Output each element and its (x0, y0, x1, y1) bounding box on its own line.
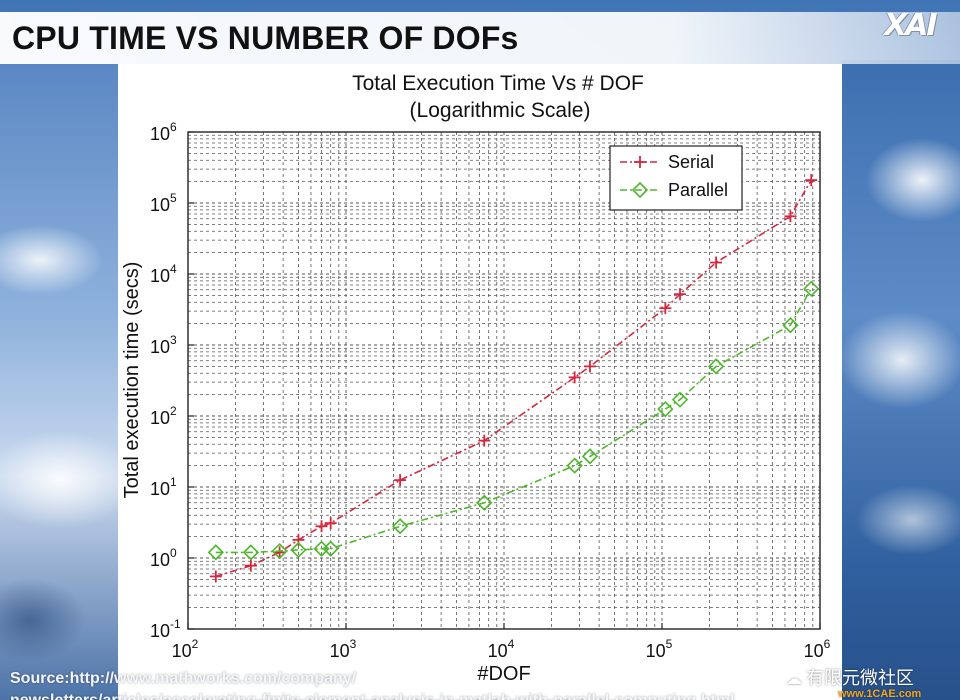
data-point-parallel (671, 391, 689, 408)
x-tick-label: 102 (172, 637, 199, 661)
data-point-parallel (290, 541, 307, 559)
x-tick-exponent: 2 (192, 637, 199, 651)
data-point-parallel (782, 317, 799, 334)
legend-swatch-parallel (620, 181, 660, 199)
y-tick-exponent: 0 (170, 546, 177, 560)
y-tick-label: 100 (150, 546, 177, 570)
data-point-serial (244, 559, 257, 572)
x-tick-exponent: 4 (508, 637, 515, 651)
chart: Total Execution Time Vs # DOF (Logarithm… (121, 72, 831, 685)
slide-title: CPU TIME VS NUMBER OF DOFs (12, 20, 519, 56)
x-tick-exponent: 3 (350, 637, 357, 651)
data-point-serial (209, 570, 222, 583)
data-point-parallel (271, 542, 288, 560)
data-point-serial (805, 174, 818, 187)
data-point-parallel (391, 518, 409, 535)
data-point-serial (394, 474, 407, 487)
legend-box (609, 145, 743, 211)
grid-lines (188, 132, 820, 629)
y-tick-exponent: -1 (170, 617, 181, 631)
source-line-2[interactable]: newsletters/articles/accelerating-finite… (10, 690, 810, 700)
series-layer (207, 174, 820, 583)
x-tick-exponent: 5 (666, 637, 673, 651)
data-point-parallel (322, 540, 339, 557)
chart-panel: Total Execution Time Vs # DOF (Logarithm… (118, 64, 842, 700)
y-tick-label: 104 (150, 262, 177, 286)
legend-marker (634, 156, 646, 168)
legend-label-serial: Serial (668, 152, 714, 172)
y-tick-label: 101 (150, 475, 177, 499)
y-tick-exponent: 3 (170, 333, 177, 347)
chart-title: Total Execution Time Vs # DOF (352, 72, 644, 95)
x-tick-label: 105 (646, 637, 673, 661)
data-point-serial (710, 256, 723, 269)
source-line-1[interactable]: Source:http://www.mathworks.com/company/ (10, 670, 357, 687)
y-axis-label: Total execution time (secs) (121, 262, 143, 499)
series-serial (209, 174, 818, 583)
wechat-icon: ☁ (786, 669, 802, 688)
data-point-parallel (803, 280, 820, 297)
title-bar (0, 12, 960, 64)
y-tick-label: 103 (150, 333, 177, 357)
data-point-parallel (657, 400, 674, 418)
x-tick-label: 103 (330, 637, 357, 661)
y-tick-label: 105 (150, 191, 177, 215)
logo: XAI (884, 8, 938, 43)
watermark-text: 有限元微社区 (806, 668, 914, 689)
data-point-parallel (566, 457, 583, 474)
data-point-serial (478, 434, 491, 447)
legend: Serial Parallel (609, 145, 743, 211)
y-tick-exponent: 1 (170, 475, 177, 489)
data-point-serial (659, 302, 672, 315)
x-tick-exponent: 6 (824, 637, 831, 651)
data-point-serial (568, 371, 581, 384)
y-tick-exponent: 5 (170, 191, 177, 205)
data-point-serial (784, 210, 797, 223)
y-tick-exponent: 2 (170, 404, 177, 418)
data-point-parallel (476, 494, 493, 511)
x-axis-label: #DOF (477, 663, 530, 685)
data-point-serial (315, 520, 328, 533)
sky-background-left (0, 60, 120, 700)
data-point-parallel (242, 544, 260, 561)
y-tick-exponent: 6 (170, 120, 177, 134)
data-point-serial (324, 517, 337, 530)
legend-swatch-serial (620, 156, 660, 168)
watermark-site: www.1CAE.com (838, 688, 922, 700)
sky-background-right (842, 60, 960, 700)
y-tick-label: 10-1 (150, 617, 181, 641)
data-point-serial (583, 360, 596, 373)
series-parallel (207, 280, 820, 561)
watermark: ☁ 有限元微社区 (786, 664, 914, 689)
y-tick-exponent: 4 (170, 262, 177, 276)
y-tick-label: 106 (150, 120, 177, 144)
y-tick-label: 102 (150, 404, 177, 428)
series-line-serial (215, 179, 812, 578)
data-point-parallel (707, 358, 725, 375)
data-point-parallel (581, 448, 599, 465)
x-tick-label: 104 (488, 637, 515, 661)
data-point-serial (674, 288, 687, 301)
data-point-parallel (207, 544, 224, 561)
data-point-serial (273, 546, 286, 559)
series-line-parallel (215, 288, 812, 554)
x-tick-label: 106 (804, 637, 831, 661)
legend-marker (631, 181, 649, 199)
legend-label-parallel: Parallel (668, 180, 728, 200)
source-citation[interactable]: Source:http://www.mathworks.com/company/… (10, 668, 810, 700)
chart-subtitle: (Logarithmic Scale) (410, 99, 591, 122)
data-point-serial (292, 533, 305, 546)
